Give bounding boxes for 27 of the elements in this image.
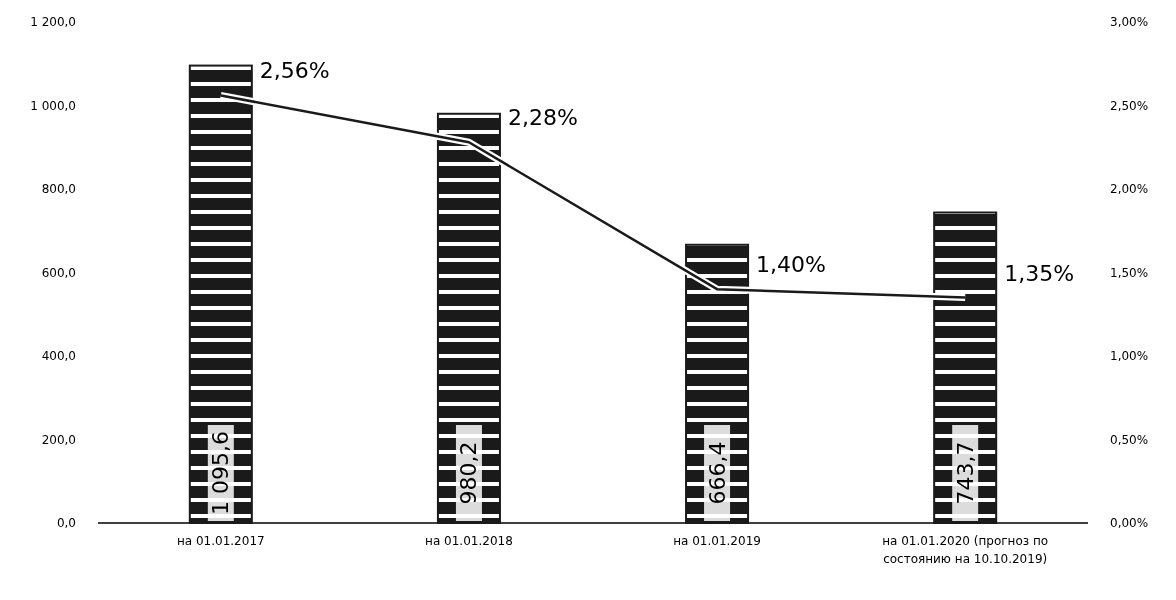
x-tick-label: на 01.01.2020 (прогноз по состоянию на 10.10.2019) bbox=[882, 534, 1049, 566]
y-tick-label: 600,0 bbox=[41, 265, 76, 280]
data-label: 1,35% bbox=[1004, 260, 1075, 286]
y2-tick-label: 2,00% bbox=[1110, 182, 1149, 196]
data-label: 1 095,6 bbox=[208, 431, 234, 515]
y2-tick-label: 1,00% bbox=[1110, 349, 1149, 363]
y2-tick-label: 1,50% bbox=[1110, 265, 1149, 280]
y2-tick-label: 2,50% bbox=[1110, 98, 1149, 113]
y-tick-label: 400,0 bbox=[41, 349, 76, 363]
y-tick-label: 1 200,0 bbox=[30, 15, 76, 29]
data-label: 666,4 bbox=[704, 441, 730, 505]
y2-tick-label: 0,50% bbox=[1110, 432, 1149, 447]
x-tick-label: на 01.01.2017 bbox=[176, 534, 265, 548]
y-tick-label: 1 000,0 bbox=[30, 98, 76, 113]
y2-tick-label: 3,00% bbox=[1110, 15, 1149, 29]
data-label: 2,28% bbox=[507, 105, 578, 131]
bar bbox=[436, 112, 501, 524]
y-tick-label: 200,0 bbox=[41, 432, 76, 447]
x-tick-label: на 01.01.2018 bbox=[425, 534, 513, 548]
y-tick-label: 800,0 bbox=[41, 182, 76, 196]
data-label: 1,40% bbox=[756, 252, 826, 278]
data-label: 2,56% bbox=[259, 58, 330, 84]
y-tick-label: 0,0 bbox=[56, 516, 76, 530]
data-label: 743,7 bbox=[952, 441, 978, 505]
x-tick-label: на 01.01.2019 bbox=[673, 534, 761, 548]
data-label: 980,2 bbox=[456, 441, 482, 505]
y2-tick-label: 0,00% bbox=[1110, 516, 1149, 530]
